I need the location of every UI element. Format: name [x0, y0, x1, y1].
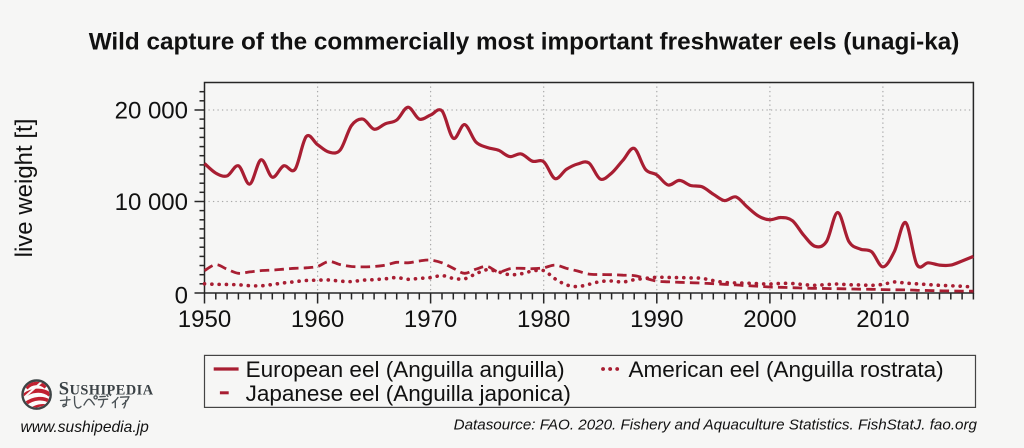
svg-text:1970: 1970 [404, 306, 457, 333]
svg-text:0: 0 [175, 283, 188, 310]
svg-text:Japanese eel (Anguilla japonic: Japanese eel (Anguilla japonica) [246, 381, 571, 406]
svg-text:live weight [t]: live weight [t] [11, 119, 38, 258]
svg-text:2000: 2000 [743, 306, 796, 333]
svg-text:American eel (Anguilla rostrat: American eel (Anguilla rostrata) [629, 357, 944, 382]
svg-text:SUSHIPEDIA: SUSHIPEDIA [59, 379, 154, 399]
svg-text:1960: 1960 [291, 306, 344, 333]
svg-text:1950: 1950 [178, 306, 231, 333]
svg-text:Datasource: FAO. 2020. Fishery: Datasource: FAO. 2020. Fishery and Aquac… [454, 417, 978, 434]
svg-text:www.sushipedia.jp: www.sushipedia.jp [21, 419, 150, 436]
svg-text:2010: 2010 [856, 306, 909, 333]
svg-text:Wild capture of the commercial: Wild capture of the commercially most im… [89, 28, 960, 55]
svg-text:European eel (Anguilla anguill: European eel (Anguilla anguilla) [246, 357, 565, 382]
svg-text:1980: 1980 [517, 306, 570, 333]
svg-text:10 000: 10 000 [115, 189, 188, 216]
svg-text:1990: 1990 [630, 306, 683, 333]
svg-text:20 000: 20 000 [115, 98, 188, 125]
